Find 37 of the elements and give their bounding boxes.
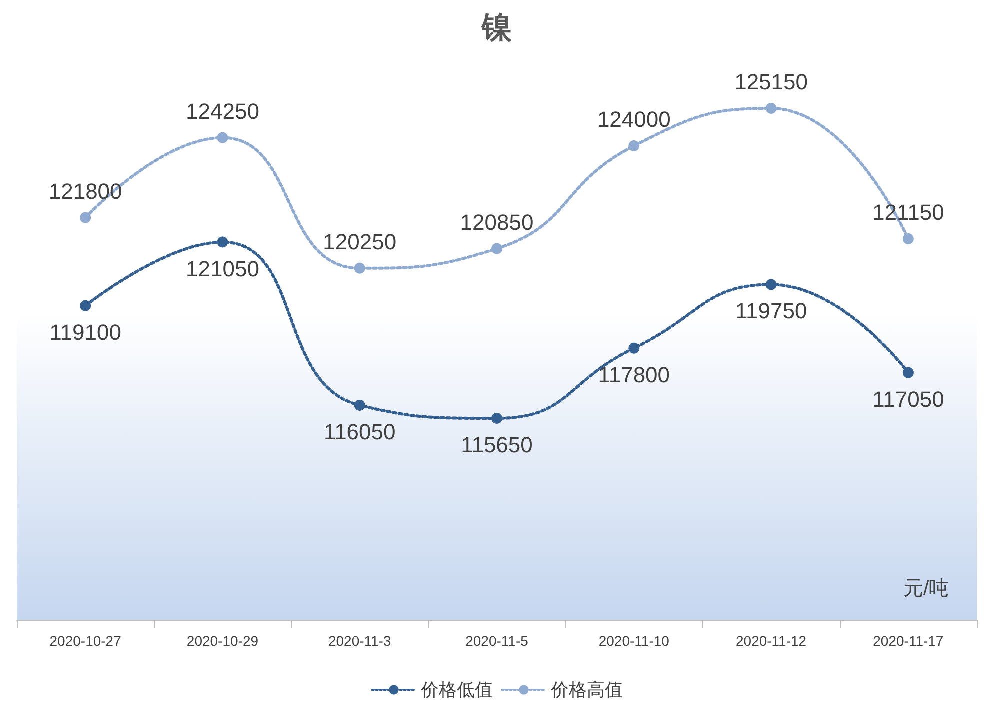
- data-label: 119100: [50, 320, 122, 345]
- x-tick-label: 2020-11-10: [598, 633, 670, 649]
- point: [902, 367, 914, 378]
- data-label: 116050: [324, 419, 396, 444]
- data-label: 125150: [734, 70, 808, 94]
- x-tick-label: 2020-11-5: [466, 633, 529, 649]
- data-label: 124000: [597, 107, 671, 132]
- point: [766, 279, 777, 290]
- point: [217, 132, 228, 144]
- point: [217, 236, 228, 248]
- text: 元/吨: [903, 578, 950, 600]
- data-label: 119750: [735, 298, 808, 324]
- point: [628, 342, 640, 354]
- chart-title: 镍: [481, 12, 513, 44]
- point: [766, 103, 777, 114]
- point: [492, 413, 502, 424]
- data-label: 121050: [186, 256, 260, 282]
- x-tick-label: 2020-11-17: [873, 633, 944, 649]
- data-label: 117800: [598, 362, 670, 388]
- point: [492, 243, 502, 254]
- legend-label: 价格高值: [550, 680, 623, 700]
- point: [80, 212, 92, 224]
- x-tick-label: 2020-11-12: [736, 633, 807, 649]
- x-tick-label: 2020-10-27: [50, 633, 122, 649]
- data-label: 117050: [872, 386, 944, 412]
- point: [80, 300, 92, 312]
- point: [902, 234, 914, 245]
- x-tick-label: 2020-10-29: [186, 633, 259, 649]
- data-label: 115650: [461, 432, 533, 458]
- point: [628, 140, 640, 152]
- legend-label: 价格低值: [420, 680, 493, 700]
- x-tick-label: 2020-11-3: [328, 633, 392, 649]
- data-label: 124250: [186, 98, 260, 124]
- point: [354, 400, 366, 411]
- point: [354, 262, 366, 274]
- data-label: 120250: [323, 229, 397, 254]
- data-label: 120850: [460, 210, 534, 235]
